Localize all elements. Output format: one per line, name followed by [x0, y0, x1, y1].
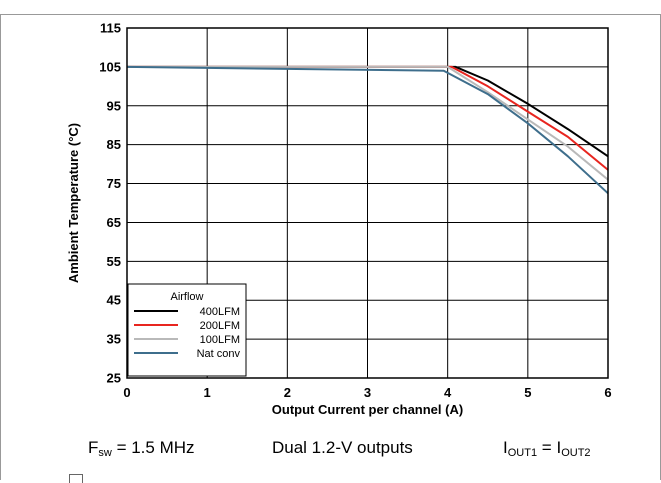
series-line-nat-conv	[126, 65, 609, 195]
legend: Airflow 400LFM 200LFM 100LFM Nat conv	[127, 283, 247, 377]
y-tick-label: 115	[100, 21, 121, 36]
current-equality-caption: IOUT1 = IOUT2	[503, 438, 591, 459]
legend-entry: 200LFM	[200, 320, 240, 332]
figure-marker-icon	[69, 474, 83, 483]
y-axis-label: Ambient Temperature (°C)	[66, 123, 81, 283]
switching-frequency-caption: Fsw = 1.5 MHz	[88, 438, 195, 459]
legend-title: Airflow	[170, 291, 203, 303]
x-tick-label: 0	[123, 385, 130, 400]
x-axis-label: Output Current per channel (A)	[272, 402, 463, 417]
x-tick-label: 3	[364, 385, 371, 400]
y-tick-label: 25	[107, 371, 121, 386]
y-tick-label: 105	[99, 59, 121, 74]
y-tick-label: 95	[107, 98, 121, 113]
top-bar	[0, 0, 661, 15]
series-line-100lfm	[127, 65, 609, 181]
x-tick-label: 5	[524, 385, 531, 400]
outputs-caption: Dual 1.2-V outputs	[272, 438, 413, 457]
x-tick-label: 2	[284, 385, 291, 400]
y-tick-label: 55	[107, 254, 121, 269]
y-tick-label: 45	[107, 293, 121, 308]
series-lines	[126, 65, 609, 195]
y-tick-label: 85	[107, 137, 121, 152]
y-tick-labels: 25 35 45 55 65 75 85 95 105 115	[99, 21, 121, 386]
plot-border	[126, 27, 609, 379]
x-tick-label: 1	[204, 385, 211, 400]
y-tick-label: 35	[107, 332, 121, 347]
x-tick-label: 4	[444, 385, 452, 400]
legend-entry: 400LFM	[200, 306, 240, 318]
legend-entry: Nat conv	[197, 348, 241, 360]
x-tick-labels: 0 1 2 3 4 5 6	[123, 385, 611, 400]
legend-box	[127, 283, 247, 377]
y-tick-label: 75	[107, 176, 121, 191]
y-tick-label: 65	[107, 215, 121, 230]
legend-entry: 100LFM	[200, 334, 240, 346]
x-tick-label: 6	[604, 385, 611, 400]
